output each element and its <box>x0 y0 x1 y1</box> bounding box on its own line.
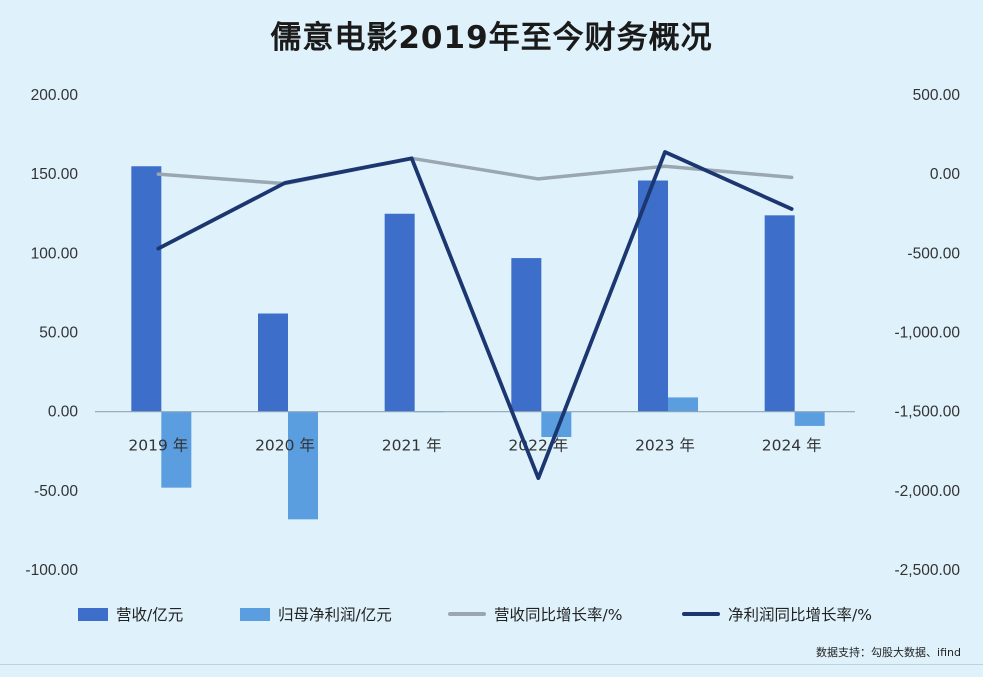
y-right-tick-label: -2,000.00 <box>895 483 961 500</box>
x-tick-label: 2023 年 <box>635 437 695 455</box>
x-tick-label: 2019 年 <box>128 437 188 455</box>
y-right-tick-label: -500.00 <box>907 245 960 262</box>
legend-label-net-profit: 归母净利润/亿元 <box>278 606 392 624</box>
y-left-tick-label: 150.00 <box>31 166 79 183</box>
y-left-tick-label: -50.00 <box>34 483 78 500</box>
profit-growth-line <box>156 150 794 481</box>
legend-swatch-net-profit <box>240 607 270 621</box>
x-tick-label: 2021 年 <box>382 437 442 455</box>
legend-swatch-profit-growth <box>682 612 720 616</box>
y-left-tick-label: 100.00 <box>31 245 79 262</box>
net-profit-bar <box>288 411 318 520</box>
y-left-tick-label: 50.00 <box>39 325 78 342</box>
y-right-tick-label: 0.00 <box>930 166 961 183</box>
chart-plot: 200.00 150.00 100.00 50.00 0.00 -50.00 -100.00… <box>25 87 961 579</box>
legend-label-revenue-growth: 营收同比增长率/% <box>494 606 623 624</box>
chart-title: 儒意电影2019年至今财务概况 <box>270 20 713 56</box>
x-tick-label: 2020 年 <box>255 437 315 455</box>
legend-swatch-revenue-growth <box>448 612 486 616</box>
footer-divider <box>0 664 983 665</box>
data-source-note: 数据支持：勾股大数据、ifind <box>816 646 961 659</box>
revenue-growth-line <box>156 156 794 186</box>
net-profit-bar <box>668 397 698 412</box>
revenue-bar <box>511 258 542 412</box>
legend-item-profit-growth: 净利润同比增长率/% <box>682 603 872 625</box>
net-profit-bar <box>794 411 825 426</box>
legend-label-revenue: 营收/亿元 <box>116 606 184 624</box>
revenue-bar <box>638 180 668 412</box>
legend-item-revenue: 营收/亿元 <box>78 603 183 625</box>
legend-swatch-revenue <box>78 607 108 621</box>
legend-label-profit-growth: 净利润同比增长率/% <box>728 606 872 624</box>
y-right-tick-label: -2,500.00 <box>895 562 961 579</box>
net-profit-bar <box>161 411 192 488</box>
x-tick-label: 2024 年 <box>762 437 822 455</box>
y-right-tick-label: -1,000.00 <box>895 325 961 342</box>
revenue-bar <box>258 313 288 412</box>
revenue-bar <box>764 215 795 412</box>
y-right-tick-label: -1,500.00 <box>895 404 961 421</box>
y-right-tick-label: 500.00 <box>913 87 961 104</box>
y-left-tick-label: 0.00 <box>48 404 79 421</box>
legend-item-revenue-growth: 营收同比增长率/% <box>448 603 622 625</box>
legend-item-net-profit: 归母净利润/亿元 <box>240 603 392 625</box>
x-tick-label: 2022 年 <box>508 437 568 455</box>
y-left-tick-label: 200.00 <box>31 87 79 104</box>
revenue-bar <box>131 166 162 412</box>
chart-legend: 营收/亿元 归母净利润/亿元 营收同比增长率/% 净利润同比增长率/% <box>70 603 950 625</box>
revenue-bar <box>384 213 415 412</box>
y-left-tick-label: -100.00 <box>25 562 78 579</box>
